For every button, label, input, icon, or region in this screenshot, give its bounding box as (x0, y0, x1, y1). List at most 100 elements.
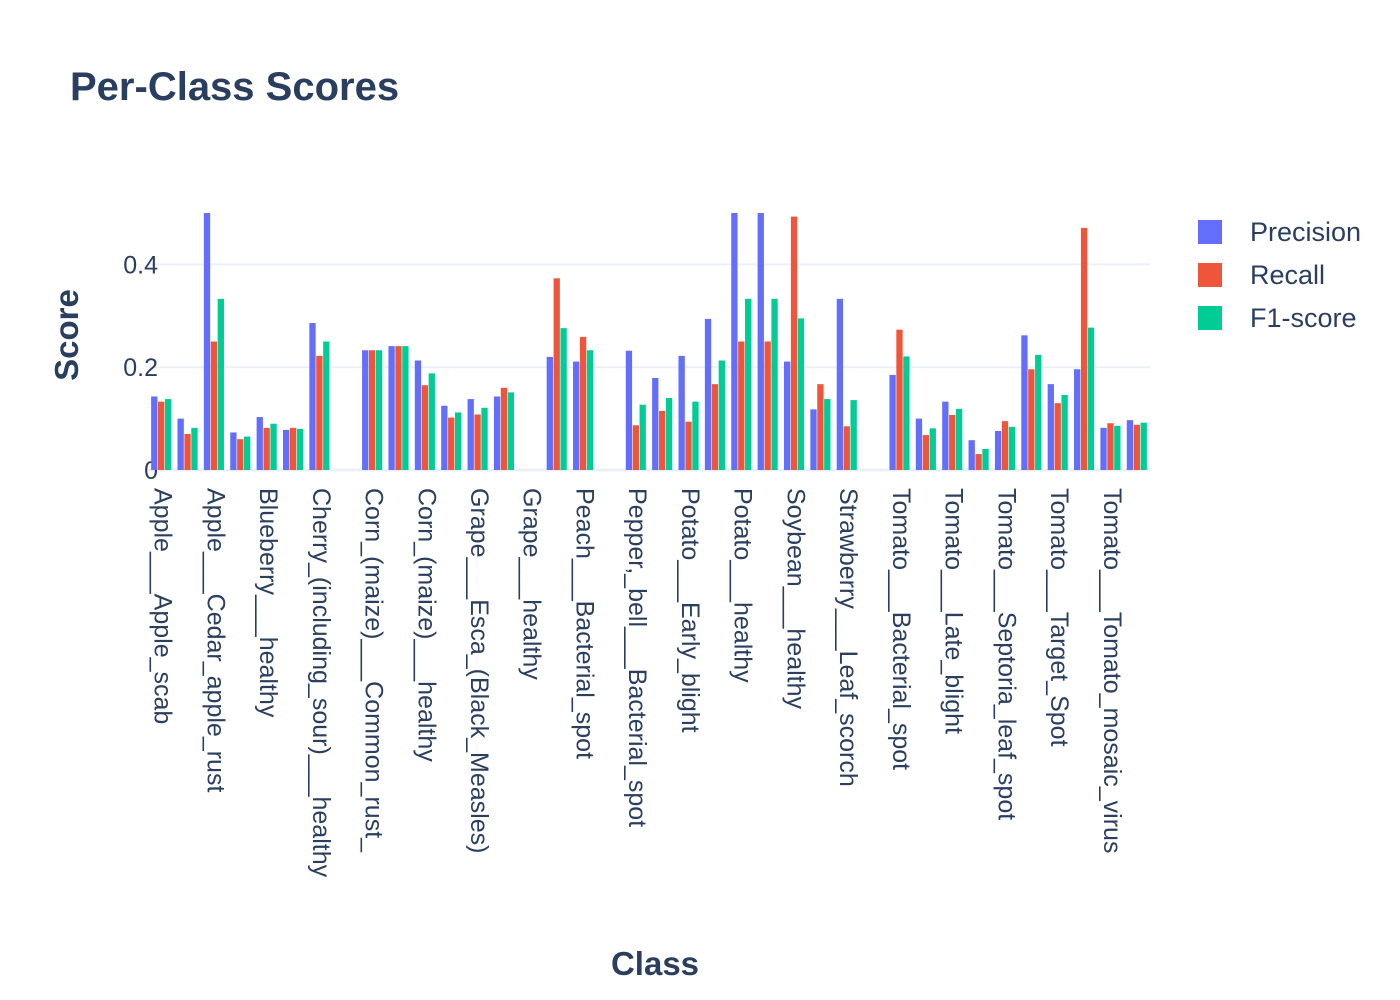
bar-precision (546, 356, 553, 470)
bars (151, 213, 1147, 470)
bar-f1-score (164, 399, 172, 470)
bar-f1-score (1087, 327, 1095, 470)
bar-recall (1080, 227, 1088, 470)
bar-recall (896, 329, 903, 470)
bar-recall (949, 415, 956, 470)
bar-f1-score (560, 328, 567, 470)
bar-f1-score (771, 298, 778, 470)
bar-recall (579, 336, 587, 470)
bar-precision (1126, 420, 1134, 470)
bar-precision (282, 429, 290, 470)
legend-swatch (1198, 220, 1222, 244)
bar-f1-score (375, 350, 383, 470)
bar-f1-score (1035, 354, 1042, 470)
bar-f1-score (718, 360, 725, 470)
bar-f1-score (481, 407, 488, 470)
legend-label: Recall (1250, 260, 1325, 290)
bar-precision (783, 361, 791, 470)
x-tick-label: Corn_(maize)___healthy (412, 488, 440, 762)
bar-precision (467, 399, 474, 470)
bar-precision (177, 418, 184, 470)
bar-recall (632, 425, 639, 470)
bar-f1-score (982, 448, 989, 470)
x-tick-label: Blueberry___healthy (254, 488, 282, 718)
bar-f1-score (797, 318, 805, 470)
bar-recall (263, 427, 270, 470)
bar-precision (757, 213, 764, 470)
bar-precision (704, 318, 712, 470)
bar-precision (731, 213, 738, 470)
bar-f1-score (270, 423, 277, 470)
bar-recall (500, 387, 508, 470)
legend-swatch (1198, 306, 1222, 330)
bar-precision (942, 401, 949, 470)
bar-recall (1001, 421, 1009, 470)
bar-recall (237, 439, 244, 470)
bar-recall (711, 384, 719, 470)
bar-recall (474, 414, 481, 470)
bar-precision (652, 377, 659, 470)
x-tick-label: Tomato___Tomato_mosaic_virus (1098, 488, 1126, 853)
bar-recall (922, 435, 930, 470)
x-tick-label: Peach___Bacterial_spot (570, 488, 598, 759)
bar-recall (1133, 424, 1140, 470)
bar-f1-score (323, 341, 330, 470)
bar-precision (1047, 384, 1054, 470)
legend: Precision Recall F1-score (1198, 217, 1361, 333)
bar-recall (421, 385, 429, 470)
y-axis-title: Score (48, 289, 85, 381)
x-tick-label: Pepper,_bell___Bacterial_spot (623, 488, 651, 827)
bar-recall (184, 434, 191, 470)
bar-precision (1100, 427, 1107, 470)
bar-f1-score (191, 427, 198, 470)
bar-precision (414, 360, 422, 470)
bar-precision (678, 355, 685, 470)
x-tick-label: Grape___Esca_(Black_Measles) (465, 488, 493, 853)
bar-precision (889, 374, 896, 470)
bar-recall (659, 410, 666, 470)
y-tick-label: 0.2 (123, 354, 158, 382)
x-tick-label: Cherry_(including_sour)___healthy (307, 488, 335, 878)
bar-recall (1107, 423, 1114, 470)
x-tick-label: Corn_(maize)___Common_rust_ (360, 488, 388, 853)
bar-recall (395, 346, 402, 470)
x-axis-ticks: Apple___Apple_scab Apple___Cedar_apple_ru… (149, 488, 1126, 878)
bar-f1-score (639, 404, 646, 470)
x-axis-title: Class (611, 945, 699, 982)
bar-recall (316, 355, 323, 470)
bar-recall (738, 341, 745, 470)
bar-precision (968, 440, 975, 470)
bar-precision (388, 346, 395, 470)
bar-precision (230, 432, 237, 470)
bar-recall (289, 427, 297, 470)
bar-precision (915, 418, 923, 470)
bar-precision (309, 323, 316, 470)
bar-recall (158, 401, 165, 470)
y-tick-label: 0.4 (123, 251, 158, 279)
x-tick-label: Potato___Early_blight (676, 488, 704, 733)
bar-precision (573, 361, 580, 470)
bar-precision (362, 350, 369, 470)
bar-f1-score (507, 392, 515, 470)
bar-f1-score (217, 298, 224, 470)
bar-f1-score (850, 400, 857, 470)
x-tick-label: Tomato___Bacterial_spot (887, 488, 915, 770)
bar-f1-score (296, 428, 304, 470)
bar-precision (836, 298, 844, 470)
x-tick-label: Tomato___Septoria_leaf_spot (992, 488, 1020, 820)
bar-f1-score (1140, 422, 1147, 470)
bar-f1-score (745, 298, 752, 470)
bar-f1-score (1114, 425, 1121, 470)
bar-recall (368, 350, 376, 470)
bar-f1-score (586, 350, 594, 470)
bar-precision (493, 396, 501, 470)
bar-f1-score (1008, 426, 1016, 470)
bar-precision (256, 417, 263, 470)
x-tick-label: Potato___healthy (729, 488, 757, 683)
bar-recall (553, 278, 560, 470)
bar-f1-score (903, 356, 910, 470)
x-tick-label: Tomato___Target_Spot (1045, 488, 1073, 747)
bar-f1-score (428, 373, 435, 470)
bar-recall (843, 426, 850, 470)
